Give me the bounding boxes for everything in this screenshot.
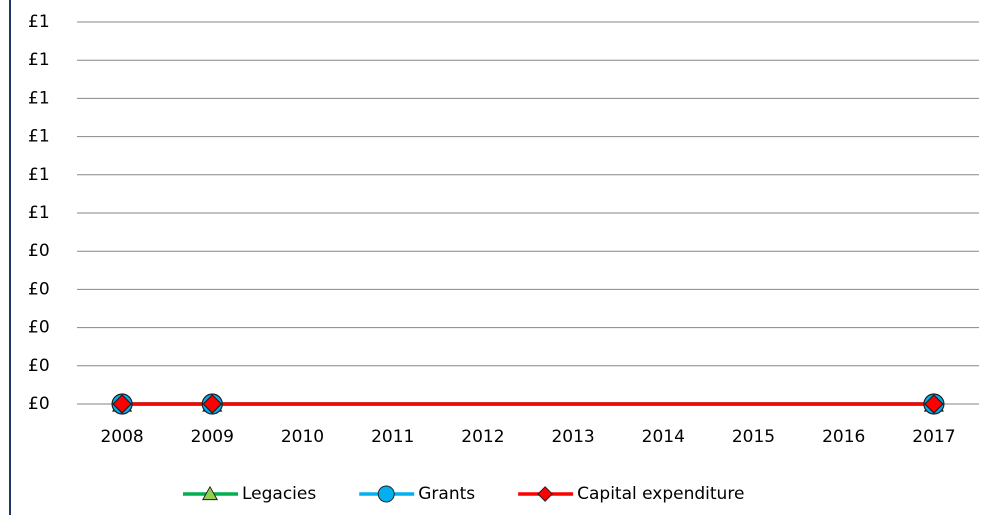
legend-label: Capital expenditure bbox=[577, 484, 744, 504]
x-tick-label: 2013 bbox=[551, 427, 594, 447]
legend-marker bbox=[377, 485, 395, 503]
x-tick-label: 2011 bbox=[371, 427, 414, 447]
y-tick-label: £0 bbox=[28, 241, 50, 261]
x-tick-label: 2015 bbox=[732, 427, 775, 447]
x-tick-label: 2008 bbox=[100, 427, 143, 447]
x-tick-label: 2016 bbox=[822, 427, 865, 447]
y-tick-label: £1 bbox=[28, 88, 50, 108]
y-tick-label: £0 bbox=[28, 318, 50, 338]
y-tick-label: £1 bbox=[28, 165, 50, 185]
y-tick-label: £0 bbox=[28, 394, 50, 414]
data-point bbox=[924, 394, 944, 414]
legend-marker bbox=[537, 486, 554, 502]
y-tick-label: £0 bbox=[28, 356, 50, 376]
legend-label: Legacies bbox=[242, 484, 316, 504]
data-point bbox=[112, 394, 132, 414]
x-tick-label: 2014 bbox=[642, 427, 685, 447]
y-tick-label: £1 bbox=[28, 203, 50, 223]
legend-marker bbox=[201, 485, 219, 501]
x-tick-label: 2009 bbox=[191, 427, 234, 447]
y-tick-label: £1 bbox=[28, 12, 50, 32]
data-point bbox=[202, 394, 223, 414]
x-tick-label: 2012 bbox=[461, 427, 504, 447]
legend-label: Grants bbox=[418, 484, 475, 504]
y-tick-label: £1 bbox=[28, 127, 50, 147]
y-tick-label: £1 bbox=[28, 50, 50, 70]
x-tick-label: 2017 bbox=[912, 427, 955, 447]
x-tick-label: 2010 bbox=[281, 427, 324, 447]
y-tick-label: £0 bbox=[28, 279, 50, 299]
